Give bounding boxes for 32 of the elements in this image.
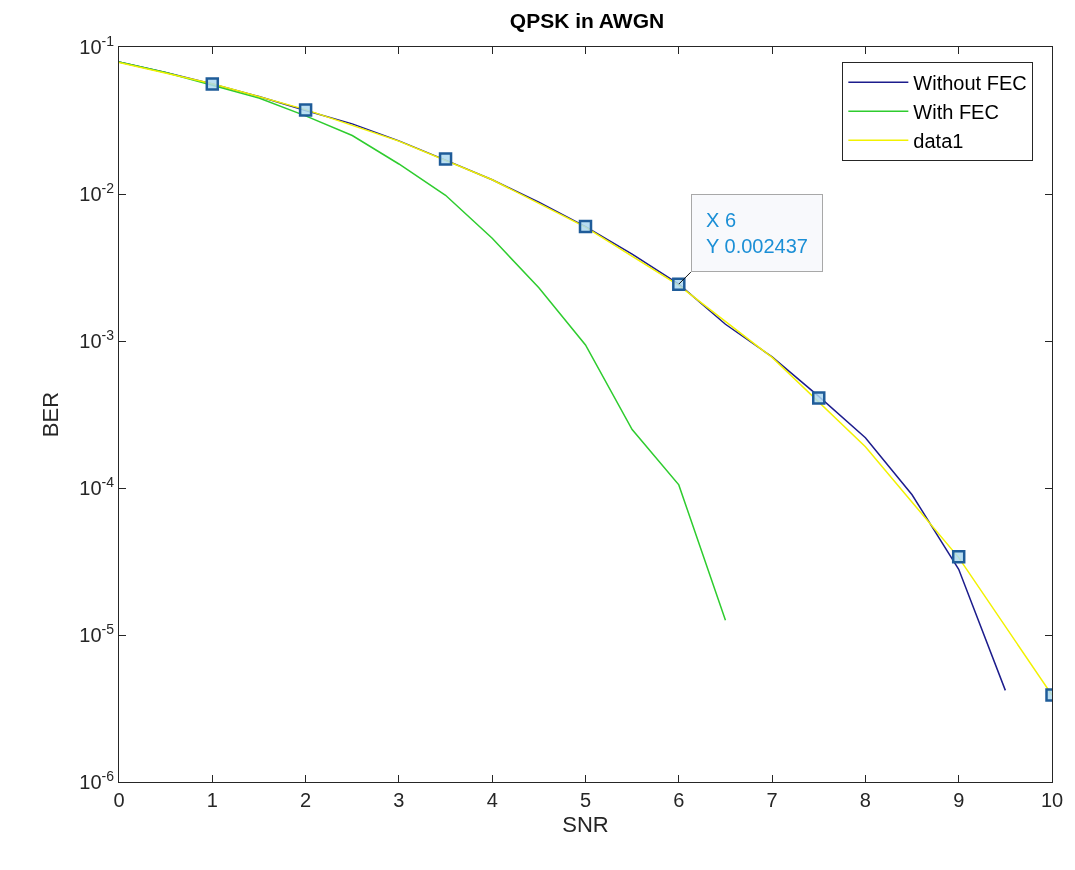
point [951,550,966,564]
x-tick-label: 0 [113,789,125,811]
point [672,277,686,291]
y-tick-label: 10$^{-4}$ [79,473,115,499]
y-axis-title: BER [38,391,64,438]
legend-label: data1 [913,130,964,152]
annotation: X 6 Y 0.002437 [706,209,808,257]
x-axis-title: SNR [562,811,609,837]
x-tick-label: 7 [766,789,778,811]
legend-label: Without FEC [913,72,1027,94]
point [812,391,826,405]
x-tick-label: 8 [859,789,871,811]
x-tick-label: 2 [300,789,312,811]
x-tick-label: 5 [579,789,592,811]
x-tick-label: 4 [486,789,498,811]
chart-title: QPSK in AWGN [509,8,665,32]
line-series [119,61,727,621]
x-tick-label: 1 [206,789,218,811]
y-tick-label: 10$^{-5}$ [79,620,115,646]
x-tick-label: 6 [673,789,685,811]
y-tick-label: 10$^{-6}$ [79,767,115,793]
y-tick-label: 10$^{-2}$ [79,179,115,205]
x-tick-label: 9 [953,789,965,811]
x-tick-label: 10 [1040,789,1064,811]
point [205,77,220,91]
point [438,152,453,166]
x-tick-label: 3 [393,789,405,811]
point [298,103,313,117]
y-tick-label: 10$^{-1}$ [79,32,115,58]
y-tick-label: 10$^{-3}$ [79,326,115,352]
point [578,219,593,234]
legend-label: With FEC [913,101,999,123]
